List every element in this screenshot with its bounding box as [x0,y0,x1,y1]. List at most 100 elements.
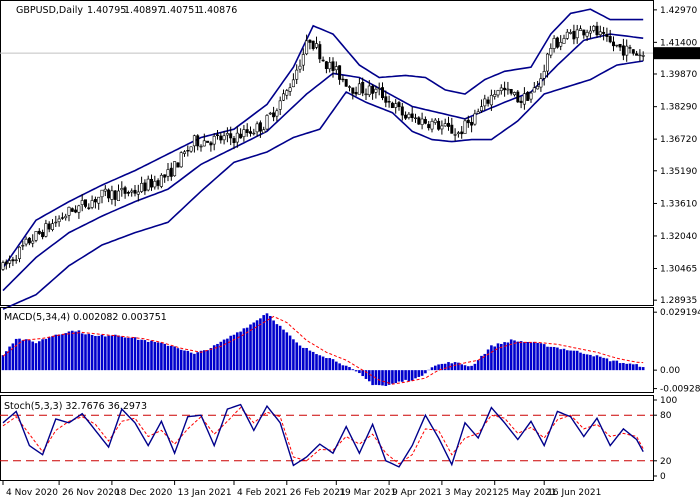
macd-bar [229,335,232,371]
candle-body [1,262,5,270]
candle-body [400,106,404,116]
candle-body [47,223,51,230]
candle [258,120,262,138]
candle-body [565,31,569,39]
candle [11,256,15,267]
candle [437,118,441,131]
macd-bar [1,355,5,371]
candle [146,175,150,192]
macd-bar [133,337,137,371]
macd-bar [506,342,510,371]
candle [80,194,84,212]
candle [377,82,381,96]
macd-bar [585,354,589,371]
date-tick-label: 19 Mar 2021 [339,488,396,498]
macd-bar [206,350,209,371]
candle-body [427,124,431,129]
candle-body [489,94,493,106]
date-tick-label: 4 Nov 2020 [6,488,58,498]
macd-bar [338,363,341,371]
macd-bar [331,359,335,371]
ohlc-open: 1.40795 [87,5,126,16]
candle [489,89,493,111]
candle-body [305,40,309,55]
macd-bar [440,363,444,371]
macd-bar [259,318,262,371]
candle [34,230,38,243]
macd-bar [387,370,391,385]
macd-bar [635,364,638,371]
candle [130,188,134,197]
candle [621,38,625,61]
macd-bar [628,363,632,371]
candle [93,196,97,209]
macd-bar [146,341,150,371]
macd-bar [252,322,256,371]
macd-bar [437,364,440,371]
date-tick-label: 3 May 2021 [445,488,498,498]
macd-bar [77,330,81,371]
macd-bar [28,340,31,371]
candle-body [404,114,408,119]
candle-body [611,41,615,47]
candle [183,150,187,157]
candle-body [631,49,635,54]
macd-bar [196,352,199,371]
macd-bar [552,346,556,371]
candle [74,205,78,214]
candle [268,111,272,115]
macd-bar [163,343,166,371]
macd-bar [589,354,592,371]
candle [463,118,467,134]
candle [351,87,355,100]
macd-bar [526,341,529,371]
macd-bar [381,370,384,386]
macd-bar [417,370,421,377]
candle [169,162,173,181]
candle [423,116,427,125]
candle-body [506,88,510,91]
candle [357,78,361,95]
macd-bar [377,370,381,386]
candle [57,215,61,227]
price-tick-label: 1.42970 [660,6,697,16]
macd-bar [470,365,473,371]
candle-body [437,120,441,130]
macd-bar [430,367,434,371]
macd-bar [189,352,193,371]
macd-bar [179,349,183,371]
candle-body [417,117,421,125]
candle [27,237,31,246]
candle-body [189,146,193,152]
candle-body [288,87,292,92]
candle-body [216,134,220,136]
macd-bar [542,344,546,371]
macd-bar [483,353,487,371]
macd-bar [608,361,612,371]
stoch-panel: Stoch(5,3,3) 32.7676 36.2973 100 80 20 0 [0,395,677,482]
candle-body [37,230,41,234]
candle-body [219,135,223,141]
macd-bar [401,370,404,382]
candle-body [532,87,536,93]
candle-body [338,65,342,80]
candle-body [70,208,74,212]
candle [97,196,101,210]
candle [569,29,573,35]
candle [321,56,325,62]
candle [371,84,375,100]
candle [384,90,388,108]
candle-body [371,85,375,94]
candle-body [74,209,78,213]
date-tick-label: 13 Jan 2021 [178,488,232,498]
candle [67,206,71,222]
macd-tick-label: -0.009284 [660,385,700,395]
candle [107,188,111,203]
candle-body [298,65,302,70]
candle [493,89,497,100]
macd-bar [516,341,520,371]
macd-bar [47,337,51,371]
candle-body [87,207,91,209]
macd-bar [496,343,500,371]
